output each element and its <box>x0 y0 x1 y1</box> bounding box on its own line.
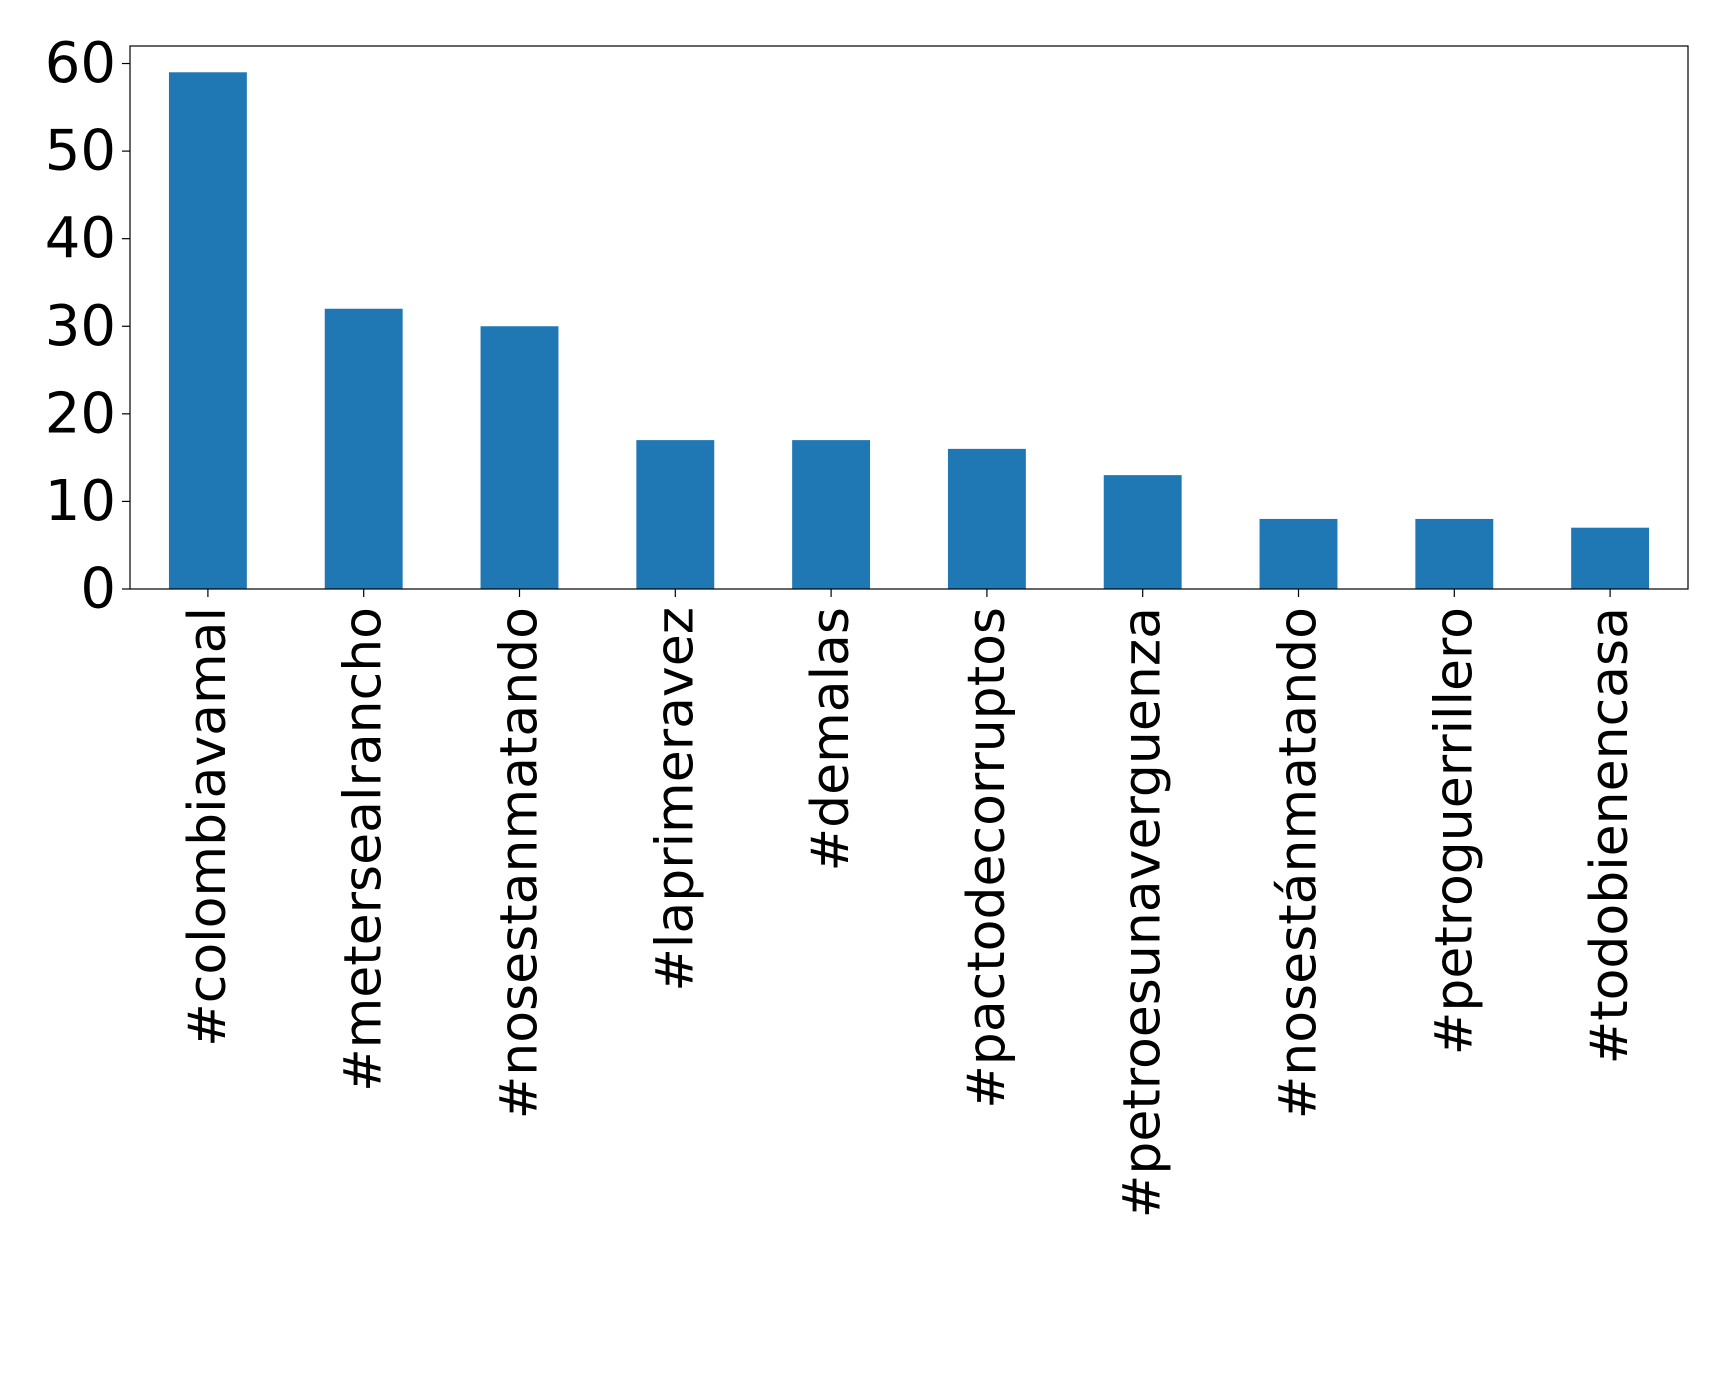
bar-petroesunaverguenza <box>1103 475 1182 589</box>
bar-nosestanmatando <box>480 326 559 589</box>
x-tick-label: #laprimeravez <box>645 607 705 992</box>
y-axis: 0 10 20 30 40 50 60 <box>45 31 130 622</box>
bar-demalas <box>792 440 871 589</box>
y-tick-label: 30 <box>45 294 116 359</box>
x-tick-label: #todobienencasa <box>1580 607 1640 1064</box>
y-tick-label: 40 <box>45 206 116 271</box>
bar-nosestánmatando <box>1259 518 1338 589</box>
bar-petroguerrillero <box>1415 518 1494 589</box>
bar-metersealrancho <box>324 308 403 589</box>
bar-colombiavamal <box>168 72 247 590</box>
x-tick-label: #metersealrancho <box>334 607 394 1092</box>
x-axis: #colombiavamal #metersealrancho #nosestanm… <box>178 589 1640 1218</box>
x-tick-label: #demalas <box>801 607 861 872</box>
bars-layer <box>168 72 1650 590</box>
x-tick-label: #colombiavamal <box>178 607 238 1047</box>
y-tick-label: 60 <box>45 31 116 96</box>
y-tick-label: 10 <box>45 469 116 534</box>
x-tick-label: #nosestánmatando <box>1269 607 1329 1119</box>
y-tick-label: 20 <box>45 381 116 446</box>
x-tick-label: #pactodecorruptos <box>957 607 1017 1109</box>
bar-laprimeravez <box>636 440 715 589</box>
x-tick-label: #petroguerrillero <box>1424 607 1484 1055</box>
bar-todobienencasa <box>1571 527 1650 589</box>
y-tick-label: 0 <box>80 557 116 622</box>
x-tick-label: #nosestanmatando <box>490 607 550 1119</box>
plot-frame <box>129 45 1689 590</box>
bar-pactodecorruptos <box>947 448 1026 589</box>
x-tick-label: #petroesunaverguenza <box>1113 607 1173 1218</box>
y-tick-label: 50 <box>45 119 116 184</box>
